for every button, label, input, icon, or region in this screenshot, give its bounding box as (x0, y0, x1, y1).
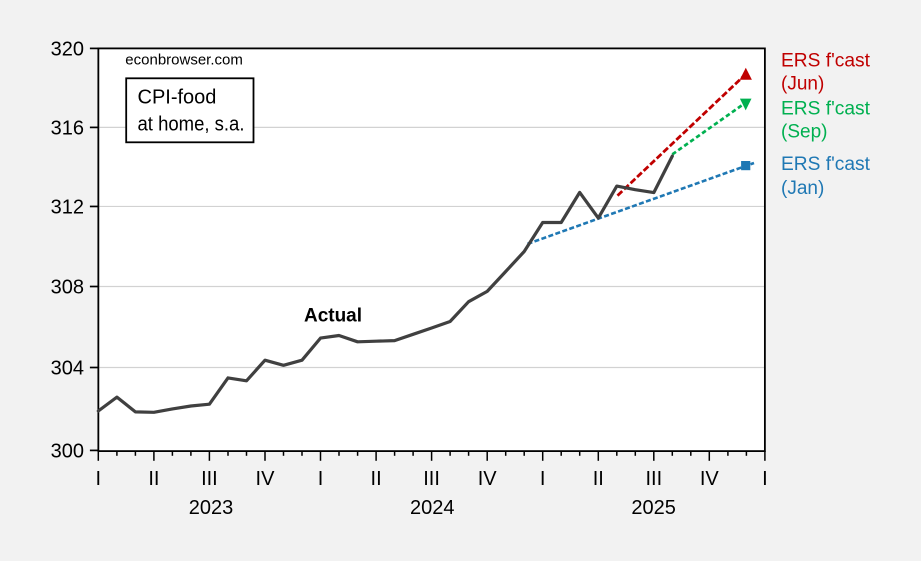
svg-text:IV: IV (700, 468, 720, 490)
svg-text:(Sep): (Sep) (781, 121, 827, 142)
svg-text:III: III (423, 468, 440, 490)
svg-text:316: 316 (51, 117, 84, 139)
svg-text:ERS f'cast: ERS f'cast (781, 98, 871, 119)
svg-text:I: I (762, 468, 768, 490)
svg-text:312: 312 (51, 196, 84, 218)
svg-text:(Jun): (Jun) (781, 73, 824, 94)
svg-text:308: 308 (51, 277, 84, 299)
svg-text:2025: 2025 (631, 497, 676, 519)
svg-text:I: I (96, 468, 102, 490)
svg-text:ERS f'cast: ERS f'cast (781, 154, 871, 175)
svg-text:Actual: Actual (304, 305, 362, 326)
svg-text:300: 300 (51, 440, 84, 462)
svg-text:ERS f'cast: ERS f'cast (781, 50, 871, 71)
svg-text:2024: 2024 (410, 497, 455, 519)
svg-text:CPI-food: CPI-food (138, 86, 217, 108)
svg-text:320: 320 (51, 38, 84, 60)
svg-text:2023: 2023 (189, 497, 234, 519)
svg-text:econbrowser.com: econbrowser.com (125, 52, 243, 69)
svg-text:(Jan): (Jan) (781, 178, 824, 199)
svg-text:IV: IV (478, 468, 498, 490)
svg-text:at home, s.a.: at home, s.a. (138, 113, 245, 135)
svg-text:II: II (593, 468, 604, 490)
svg-text:I: I (318, 468, 324, 490)
svg-text:IV: IV (256, 468, 276, 490)
svg-text:II: II (371, 468, 382, 490)
svg-text:I: I (540, 468, 546, 490)
svg-text:304: 304 (51, 358, 84, 380)
svg-text:III: III (201, 468, 218, 490)
svg-text:II: II (148, 468, 159, 490)
svg-text:III: III (645, 468, 662, 490)
